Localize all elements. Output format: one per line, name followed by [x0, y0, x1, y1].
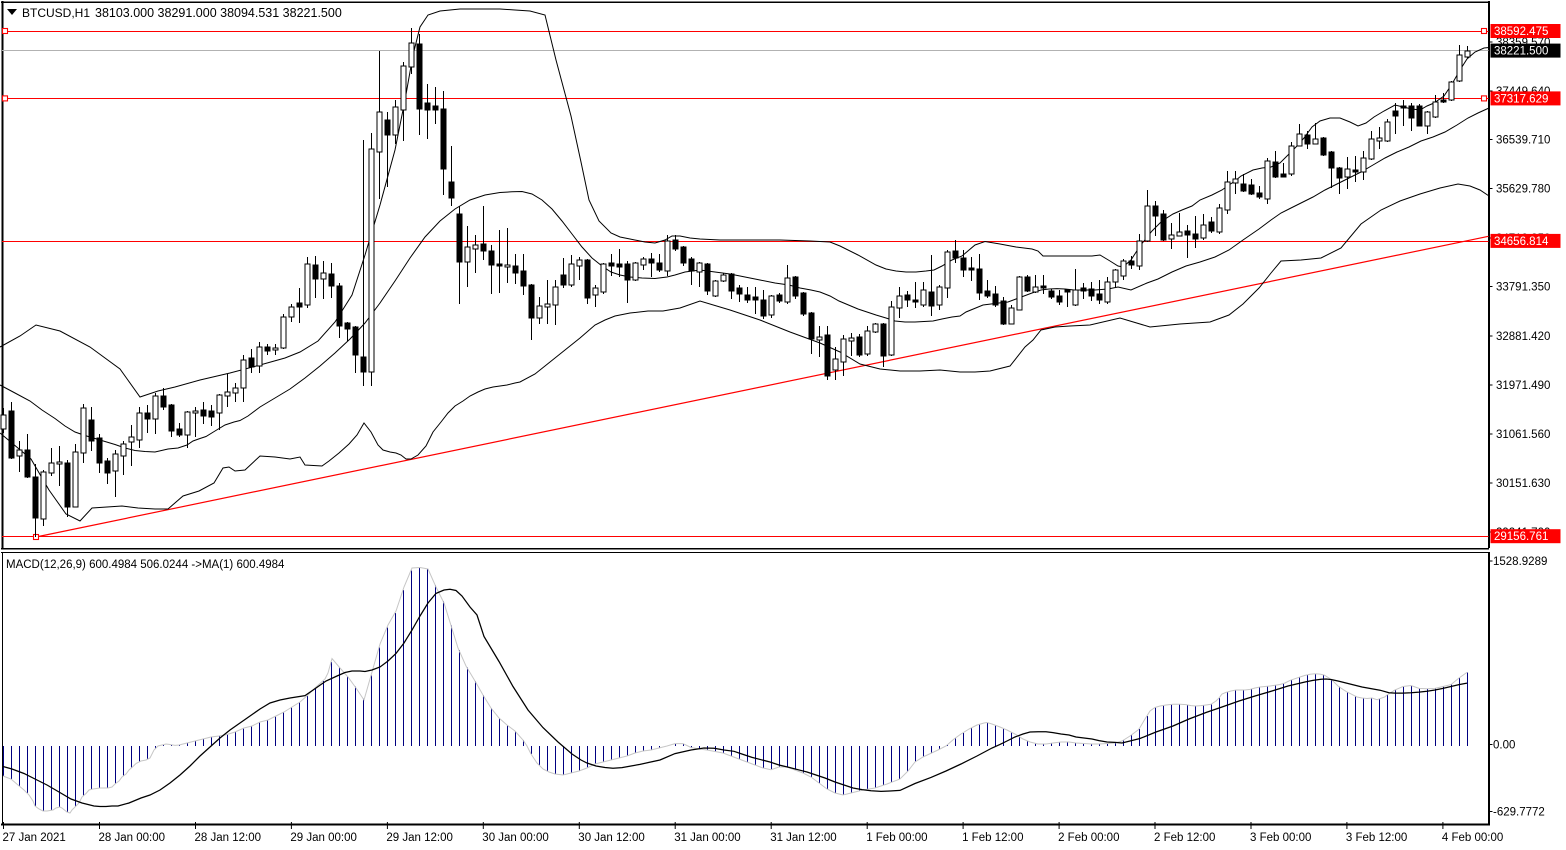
svg-text:BTCUSD,H1: BTCUSD,H1: [22, 6, 90, 20]
svg-text:MACD(12,26,9) 600.4984 506.024: MACD(12,26,9) 600.4984 506.0244 ->MA(1) …: [6, 559, 285, 571]
svg-text:38221.500: 38221.500: [1494, 46, 1548, 58]
svg-text:38592.475: 38592.475: [1494, 26, 1548, 38]
svg-text:37317.629: 37317.629: [1494, 93, 1548, 105]
svg-text:3 Feb 12:00: 3 Feb 12:00: [1346, 832, 1407, 844]
svg-text:30151.630: 30151.630: [1496, 478, 1550, 490]
svg-text:32881.420: 32881.420: [1496, 331, 1550, 343]
svg-text:30 Jan 00:00: 30 Jan 00:00: [482, 832, 549, 844]
svg-text:3 Feb 00:00: 3 Feb 00:00: [1250, 832, 1311, 844]
svg-text:0.00: 0.00: [1493, 740, 1515, 752]
svg-text:35629.780: 35629.780: [1496, 184, 1550, 196]
svg-text:29 Jan 00:00: 29 Jan 00:00: [290, 832, 357, 844]
svg-text:2 Feb 12:00: 2 Feb 12:00: [1154, 832, 1215, 844]
svg-text:-629.7772: -629.7772: [1493, 807, 1545, 819]
svg-text:27 Jan 2021: 27 Jan 2021: [3, 832, 66, 844]
svg-text:1 Feb 12:00: 1 Feb 12:00: [962, 832, 1023, 844]
svg-text:4 Feb 00:00: 4 Feb 00:00: [1442, 832, 1503, 844]
svg-text:31061.560: 31061.560: [1496, 429, 1550, 441]
svg-text:34656.814: 34656.814: [1494, 236, 1549, 248]
svg-text:1 Feb 00:00: 1 Feb 00:00: [866, 832, 927, 844]
svg-text:33791.350: 33791.350: [1496, 282, 1550, 294]
svg-text:28 Jan 00:00: 28 Jan 00:00: [99, 832, 166, 844]
svg-text:31971.490: 31971.490: [1496, 380, 1550, 392]
svg-text:29156.761: 29156.761: [1494, 531, 1548, 543]
svg-text:38103.000 38291.000 38094.531: 38103.000 38291.000 38094.531 38221.500: [95, 6, 342, 20]
svg-text:31 Jan 00:00: 31 Jan 00:00: [674, 832, 741, 844]
svg-text:30 Jan 12:00: 30 Jan 12:00: [578, 832, 645, 844]
svg-text:1528.9289: 1528.9289: [1493, 556, 1547, 568]
svg-text:36539.710: 36539.710: [1496, 135, 1550, 147]
svg-text:29 Jan 12:00: 29 Jan 12:00: [386, 832, 453, 844]
svg-text:2 Feb 00:00: 2 Feb 00:00: [1058, 832, 1119, 844]
svg-text:28 Jan 12:00: 28 Jan 12:00: [195, 832, 262, 844]
svg-text:31 Jan 12:00: 31 Jan 12:00: [770, 832, 837, 844]
